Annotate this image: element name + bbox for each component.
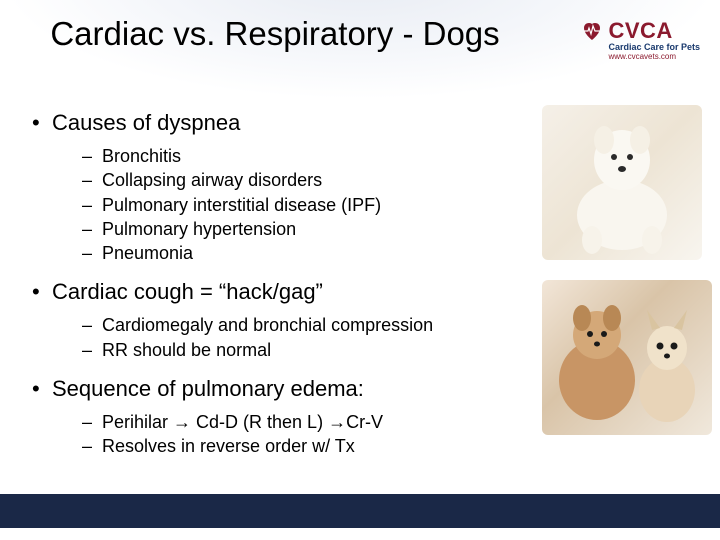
footer-bar <box>0 494 720 528</box>
list-item: Pulmonary interstitial disease (IPF) <box>30 193 535 217</box>
list-item: Pulmonary hypertension <box>30 217 535 241</box>
dog-photo-terrier <box>542 105 702 260</box>
list-item: Bronchitis <box>30 144 535 168</box>
heading-cough: Cardiac cough = “hack/gag” <box>30 279 535 305</box>
content-area: Causes of dyspnea Bronchitis Collapsing … <box>30 110 535 473</box>
list-item: Pneumonia <box>30 241 535 265</box>
logo-url: www.cvcavets.com <box>608 52 700 61</box>
logo-brand: CVCA <box>608 18 672 44</box>
list-item: Collapsing airway disorders <box>30 168 535 192</box>
heart-icon <box>580 19 604 43</box>
section-edema: Sequence of pulmonary edema: Perihilar →… <box>30 376 535 459</box>
section-cardiac-cough: Cardiac cough = “hack/gag” Cardiomegaly … <box>30 279 535 362</box>
logo-block: CVCA Cardiac Care for Pets www.cvcavets.… <box>580 18 700 61</box>
logo-top-row: CVCA <box>580 18 700 44</box>
heading-dyspnea: Causes of dyspnea <box>30 110 535 136</box>
list-item: Perihilar → Cd-D (R then L) →Cr-V <box>30 410 535 434</box>
section-dyspnea: Causes of dyspnea Bronchitis Collapsing … <box>30 110 535 265</box>
image-column <box>542 105 712 435</box>
list-item: RR should be normal <box>30 338 535 362</box>
slide-title: Cardiac vs. Respiratory - Dogs <box>45 14 505 54</box>
dog-photo-small-breeds <box>542 280 712 435</box>
list-item: Cardiomegaly and bronchial compression <box>30 313 535 337</box>
list-item: Resolves in reverse order w/ Tx <box>30 434 535 458</box>
heading-edema: Sequence of pulmonary edema: <box>30 376 535 402</box>
logo-tagline: Cardiac Care for Pets <box>608 42 700 52</box>
